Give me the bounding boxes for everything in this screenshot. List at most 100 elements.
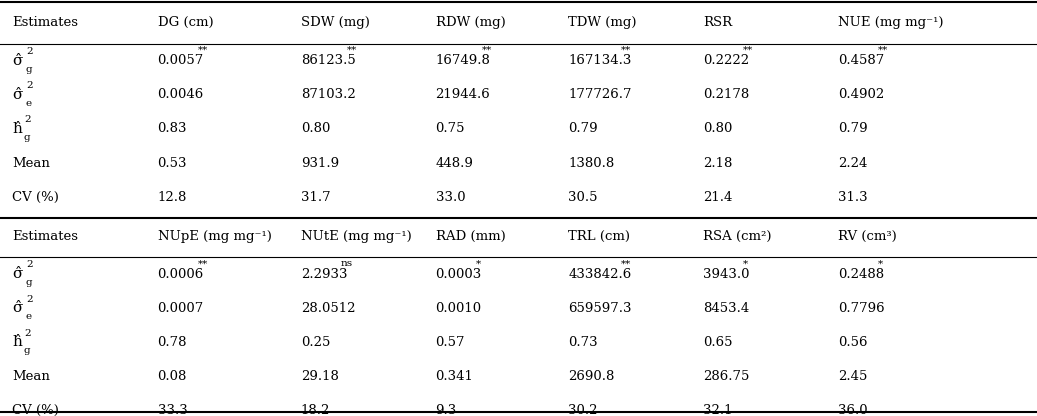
Text: 167134.3: 167134.3 [568,54,632,67]
Text: 31.7: 31.7 [301,191,331,204]
Text: 33.0: 33.0 [436,191,466,204]
Text: 0.0046: 0.0046 [158,88,204,102]
Text: g: g [24,346,30,355]
Text: 30.5: 30.5 [568,191,597,204]
Text: 931.9: 931.9 [301,156,339,170]
Text: 21944.6: 21944.6 [436,88,491,102]
Text: 0.83: 0.83 [158,122,187,136]
Text: 448.9: 448.9 [436,156,474,170]
Text: 0.79: 0.79 [838,122,868,136]
Text: 0.4902: 0.4902 [838,88,885,102]
Text: 21.4: 21.4 [703,191,732,204]
Text: 2690.8: 2690.8 [568,370,615,383]
Text: 0.0057: 0.0057 [158,54,204,67]
Text: 0.53: 0.53 [158,156,187,170]
Text: 2.45: 2.45 [838,370,867,383]
Text: 659597.3: 659597.3 [568,302,632,315]
Text: NUtE (mg mg⁻¹): NUtE (mg mg⁻¹) [301,230,412,243]
Text: g: g [24,133,30,142]
Text: σ̂: σ̂ [12,54,23,68]
Text: 8453.4: 8453.4 [703,302,750,315]
Text: 0.80: 0.80 [703,122,732,136]
Text: 0.2222: 0.2222 [703,54,749,67]
Text: 0.4587: 0.4587 [838,54,885,67]
Text: *: * [476,259,481,268]
Text: 86123.5: 86123.5 [301,54,356,67]
Text: 31.3: 31.3 [838,191,868,204]
Text: 0.79: 0.79 [568,122,598,136]
Text: 2: 2 [26,295,32,304]
Text: 286.75: 286.75 [703,370,750,383]
Text: RAD (mm): RAD (mm) [436,230,505,243]
Text: NUE (mg mg⁻¹): NUE (mg mg⁻¹) [838,16,944,30]
Text: σ̂: σ̂ [12,88,23,102]
Text: RDW (mg): RDW (mg) [436,16,505,30]
Text: RV (cm³): RV (cm³) [838,230,897,243]
Text: e: e [26,99,32,108]
Text: 0.78: 0.78 [158,336,187,349]
Text: σ̂: σ̂ [12,301,23,315]
Text: RSA (cm²): RSA (cm²) [703,230,772,243]
Text: 33.3: 33.3 [158,404,188,416]
Text: 2.2933: 2.2933 [301,267,347,281]
Text: **: ** [744,46,754,55]
Text: σ̂: σ̂ [12,267,23,281]
Text: **: ** [878,46,889,55]
Text: 87103.2: 87103.2 [301,88,356,102]
Text: TRL (cm): TRL (cm) [568,230,630,243]
Text: TDW (mg): TDW (mg) [568,16,637,30]
Text: ĥ: ĥ [12,122,23,136]
Text: *: * [744,259,749,268]
Text: 0.75: 0.75 [436,122,465,136]
Text: 0.0003: 0.0003 [436,267,482,281]
Text: 28.0512: 28.0512 [301,302,356,315]
Text: g: g [26,64,32,74]
Text: SDW (mg): SDW (mg) [301,16,369,30]
Text: 0.2178: 0.2178 [703,88,750,102]
Text: 2.18: 2.18 [703,156,732,170]
Text: 2: 2 [24,115,30,124]
Text: 0.73: 0.73 [568,336,598,349]
Text: 0.0006: 0.0006 [158,267,204,281]
Text: Mean: Mean [12,370,51,383]
Text: 0.56: 0.56 [838,336,867,349]
Text: DG (cm): DG (cm) [158,16,214,30]
Text: 3943.0: 3943.0 [703,267,750,281]
Text: ĥ: ĥ [12,335,23,349]
Text: 0.08: 0.08 [158,370,187,383]
Text: 433842.6: 433842.6 [568,267,632,281]
Text: 30.2: 30.2 [568,404,597,416]
Text: 36.0: 36.0 [838,404,868,416]
Text: Mean: Mean [12,156,51,170]
Text: *: * [878,259,884,268]
Text: CV (%): CV (%) [12,191,59,204]
Text: 2.24: 2.24 [838,156,867,170]
Text: 2: 2 [26,260,32,270]
Text: 18.2: 18.2 [301,404,330,416]
Text: **: ** [620,46,630,55]
Text: 2: 2 [26,81,32,90]
Text: 1380.8: 1380.8 [568,156,615,170]
Text: NUpE (mg mg⁻¹): NUpE (mg mg⁻¹) [158,230,272,243]
Text: 0.57: 0.57 [436,336,465,349]
Text: **: ** [620,259,630,268]
Text: e: e [26,312,32,321]
Text: **: ** [198,259,208,268]
Text: **: ** [347,46,357,55]
Text: Estimates: Estimates [12,16,79,30]
Text: ns: ns [341,259,353,268]
Text: 0.2488: 0.2488 [838,267,884,281]
Text: 0.341: 0.341 [436,370,474,383]
Text: 0.0010: 0.0010 [436,302,481,315]
Text: 12.8: 12.8 [158,191,187,204]
Text: 0.0007: 0.0007 [158,302,204,315]
Text: 177726.7: 177726.7 [568,88,632,102]
Text: 16749.8: 16749.8 [436,54,491,67]
Text: **: ** [482,46,492,55]
Text: 0.80: 0.80 [301,122,330,136]
Text: 2: 2 [24,329,30,338]
Text: Estimates: Estimates [12,230,79,243]
Text: RSR: RSR [703,16,732,30]
Text: 29.18: 29.18 [301,370,339,383]
Text: 0.25: 0.25 [301,336,330,349]
